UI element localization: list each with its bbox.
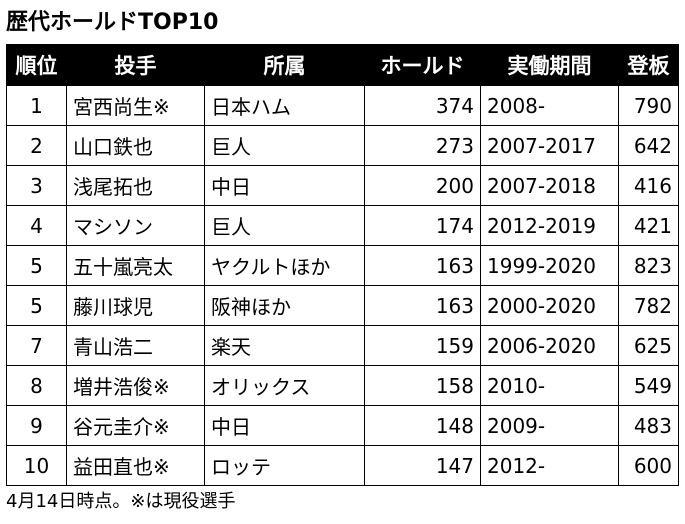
table-cell: 1: [6, 85, 67, 126]
title: 歴代ホールドTOP10: [6, 10, 219, 35]
table-row: 5 五十嵐亮太 ヤクルトほか 163 1999-2020 823: [6, 245, 679, 286]
table-cell: 2007-2018: [480, 165, 619, 206]
table-cell: 2012-: [480, 445, 619, 486]
table-row: 10 益田直也※ ロッテ 147 2012- 600: [6, 445, 679, 486]
table-cell: 200: [364, 165, 481, 206]
table-cell: 163: [364, 285, 481, 326]
table-cell: 浅尾拓也: [66, 165, 205, 206]
table-cell: 巨人: [204, 125, 365, 166]
table-cell: 159: [364, 325, 481, 366]
table-cell: 642: [618, 125, 679, 166]
table-cell: 9: [6, 405, 67, 446]
table-cell: ロッテ: [204, 445, 365, 486]
table-cell: 山口鉄也: [66, 125, 205, 166]
table-cell: オリックス: [204, 365, 365, 406]
table-cell: 五十嵐亮太: [66, 245, 205, 286]
table-cell: 782: [618, 285, 679, 326]
table-row: 3 浅尾拓也 中日 200 2007-2018 416: [6, 165, 679, 206]
column-header: 登板: [618, 44, 679, 86]
table-cell: 2008-: [480, 85, 619, 126]
table-cell: 483: [618, 405, 679, 446]
table-cell: 中日: [204, 405, 365, 446]
header-row: 順位 投手 所属 ホールド 実働期間 登板: [6, 44, 679, 86]
column-header: 順位: [6, 44, 67, 86]
table-cell: 374: [364, 85, 481, 126]
table-cell: 5: [6, 285, 67, 326]
column-header: 投手: [66, 44, 205, 86]
table-cell: 2010-: [480, 365, 619, 406]
table-cell: 2: [6, 125, 67, 166]
table-cell: 600: [618, 445, 679, 486]
table-cell: 藤川球児: [66, 285, 205, 326]
table-cell: 148: [364, 405, 481, 446]
table-cell: 楽天: [204, 325, 365, 366]
table-row: 9 谷元圭介※ 中日 148 2009- 483: [6, 405, 679, 446]
table-cell: 阪神ほか: [204, 285, 365, 326]
table-cell: 549: [618, 365, 679, 406]
table-cell: 2006-2020: [480, 325, 619, 366]
footnote: 4月14日時点。※は現役選手: [6, 491, 236, 512]
table-cell: 790: [618, 85, 679, 126]
table-row: 7 青山浩二 楽天 159 2006-2020 625: [6, 325, 679, 366]
table-cell: 2000-2020: [480, 285, 619, 326]
table-cell: マシソン: [66, 205, 205, 246]
table-cell: 巨人: [204, 205, 365, 246]
table-cell: 147: [364, 445, 481, 486]
table-cell: 2009-: [480, 405, 619, 446]
column-header: ホールド: [364, 44, 481, 86]
table-cell: 2007-2017: [480, 125, 619, 166]
table-row: 5 藤川球児 阪神ほか 163 2000-2020 782: [6, 285, 679, 326]
table-cell: 益田直也※: [66, 445, 205, 486]
table-cell: 7: [6, 325, 67, 366]
table-row: 8 増井浩俊※ オリックス 158 2010- 549: [6, 365, 679, 406]
table-cell: 日本ハム: [204, 85, 365, 126]
table-cell: ヤクルトほか: [204, 245, 365, 286]
column-header: 所属: [204, 44, 365, 86]
table-cell: 4: [6, 205, 67, 246]
table-cell: 10: [6, 445, 67, 486]
ranking-table: 順位 投手 所属 ホールド 実働期間 登板 1 宮西尚生※ 日本ハム 374 2008- 790 2 山…: [6, 44, 679, 486]
table-cell: 174: [364, 205, 481, 246]
table-cell: 273: [364, 125, 481, 166]
table-row: 2 山口鉄也 巨人 273 2007-2017 642: [6, 125, 679, 166]
table-cell: 8: [6, 365, 67, 406]
table-cell: 青山浩二: [66, 325, 205, 366]
table-body: 1 宮西尚生※ 日本ハム 374 2008- 790 2 山口鉄也 巨人 273 2007-2017…: [6, 85, 679, 486]
table-cell: 421: [618, 205, 679, 246]
table-cell: 416: [618, 165, 679, 206]
table-cell: 宮西尚生※: [66, 85, 205, 126]
table-cell: 谷元圭介※: [66, 405, 205, 446]
table-cell: 中日: [204, 165, 365, 206]
table-cell: 増井浩俊※: [66, 365, 205, 406]
table-cell: 823: [618, 245, 679, 286]
table-row: 4 マシソン 巨人 174 2012-2019 421: [6, 205, 679, 246]
table-cell: 2012-2019: [480, 205, 619, 246]
table-cell: 1999-2020: [480, 245, 619, 286]
table-cell: 3: [6, 165, 67, 206]
column-header: 実働期間: [480, 44, 619, 86]
table-cell: 625: [618, 325, 679, 366]
table-cell: 5: [6, 245, 67, 286]
table-row: 1 宮西尚生※ 日本ハム 374 2008- 790: [6, 85, 679, 126]
table-cell: 163: [364, 245, 481, 286]
table-cell: 158: [364, 365, 481, 406]
